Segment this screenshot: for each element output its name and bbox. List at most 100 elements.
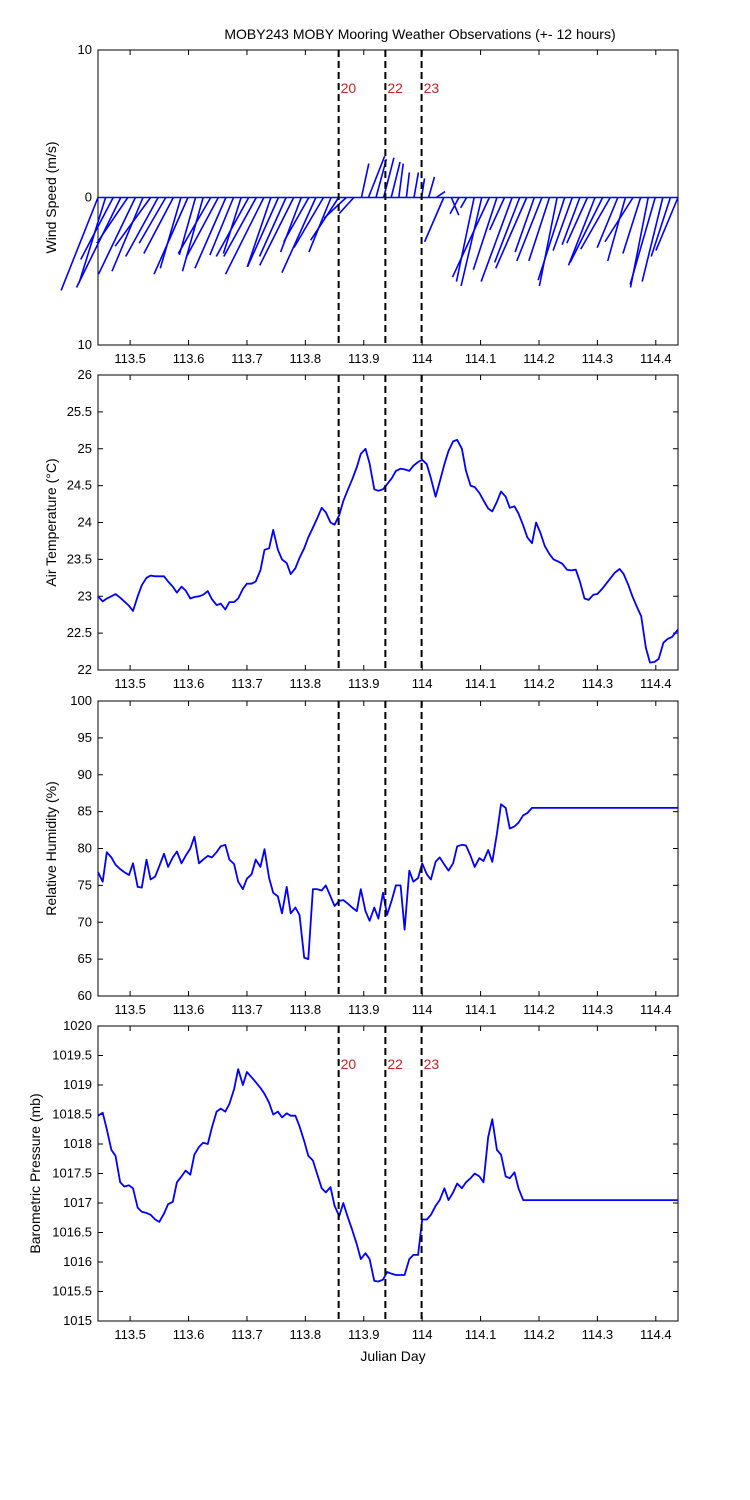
y-tick-label: 25 [78,441,92,456]
y-tick-label: 1018.5 [52,1107,92,1122]
x-tick-label: 114 [412,351,433,366]
x-tick-label: 114 [412,1002,433,1017]
x-tick-label: 114.1 [465,351,497,366]
y-tick-label: 10 [78,337,92,352]
x-tick-label: 113.6 [173,676,205,691]
wind-vector [258,197,287,257]
x-tick-label: 113.9 [348,676,380,691]
wind-vector [283,197,310,243]
x-tick-label: 113.6 [173,1002,205,1017]
wind-vector [111,197,144,272]
x-tick-label: 114 [412,676,433,691]
wind-vector [293,197,325,249]
x-tick-label: 114.1 [465,1002,497,1017]
y-tick-label: 80 [78,841,92,856]
wind-vector [493,197,521,263]
wind-vector [185,197,220,259]
series-line [97,438,679,664]
wind-vector [489,197,506,231]
x-tick-label: 113.5 [114,1002,146,1017]
wind-vector [338,196,355,215]
y-tick-label: 10 [78,42,92,57]
wind-vector [405,172,411,198]
wind-vector [114,197,152,247]
wind-vector [450,197,460,216]
x-tick-label: 114.1 [465,1327,497,1342]
x-tick-label: 113.9 [348,1327,380,1342]
wind-vector [460,197,483,287]
wind-vector [96,197,129,244]
y-tick-label: 1015.5 [52,1284,92,1299]
x-tick-label: 114.4 [640,676,672,691]
marker-label: 22 [387,80,403,96]
marker-label: 22 [387,1056,403,1072]
y-tick-label: 85 [78,804,92,819]
wind-vector [567,197,596,266]
wind-vector [435,190,446,199]
x-tick-label: 114.2 [523,676,555,691]
wind-vector [80,197,114,260]
y-tick-label: 23.5 [67,551,92,566]
y-tick-label: 1016 [63,1254,92,1269]
x-tick-label: 114.2 [523,1002,555,1017]
wind-vector [569,197,604,263]
wind-vector [451,197,491,278]
wind-vector [398,163,405,198]
wind-vector [97,197,137,275]
y-tick-label: 24 [78,515,92,530]
series-line [97,1068,678,1283]
x-tick-label: 114.4 [640,351,672,366]
y-tick-label: 25.5 [67,404,92,419]
y-tick-label: 90 [78,767,92,782]
x-tick-label: 113.7 [231,1327,263,1342]
wind-vector [606,197,627,262]
y-tick-label: 24.5 [67,478,92,493]
x-tick-label: 113.7 [231,676,263,691]
wind-vector [281,197,317,274]
x-tick-label: 114.3 [582,1002,614,1017]
y-tick-label: 1015 [63,1313,92,1328]
chart-panel-1: 113.5 113.6 113.7 113.8 113.9 114 114.1 114.2 11… [43,42,679,366]
wind-vector [538,197,558,287]
y-tick-label: 65 [78,951,92,966]
x-tick-label: 113.7 [231,1002,263,1017]
x-tick-label: 113.6 [173,1327,205,1342]
y-tick-label: 1018 [63,1136,92,1151]
wind-vector [480,197,513,282]
x-tick-label: 114.2 [523,1327,555,1342]
x-tick-label: 113.8 [290,1002,322,1017]
wind-vector [516,197,543,262]
plot-frame [97,700,679,997]
wind-vector [528,197,551,262]
wind-vector [495,197,528,269]
wind-vector [360,163,370,198]
wind-vector [224,197,265,275]
wind-vector [423,197,445,243]
wind-vector [566,197,589,244]
wind-vector [246,197,280,268]
y-tick-label: 1019 [63,1077,92,1092]
wind-vector [178,197,197,256]
wind-vector [382,157,395,198]
wind-vector [181,197,204,272]
marker-label: 20 [341,1056,357,1072]
x-tick-label: 113.6 [173,351,205,366]
wind-vector [580,197,611,250]
wind-vector [223,197,257,257]
x-tick-label: 113.5 [114,351,146,366]
wind-vector [629,197,656,285]
wind-vector [459,197,468,209]
wind-vector [309,197,340,241]
x-tick-label: 114.3 [582,676,614,691]
wind-vector [622,197,642,254]
x-tick-label: 114 [412,1327,433,1342]
y-axis-label: Barometric Pressure (mb) [27,1093,43,1253]
wind-vector [641,197,664,282]
wind-vector [561,197,581,245]
x-tick-label: 114.2 [523,351,555,366]
wind-vector [367,155,386,198]
wind-vector [138,197,167,244]
y-tick-label: 26 [78,367,92,382]
y-axis-label: Relative Humidity (%) [43,781,59,916]
x-tick-label: 113.9 [348,351,380,366]
